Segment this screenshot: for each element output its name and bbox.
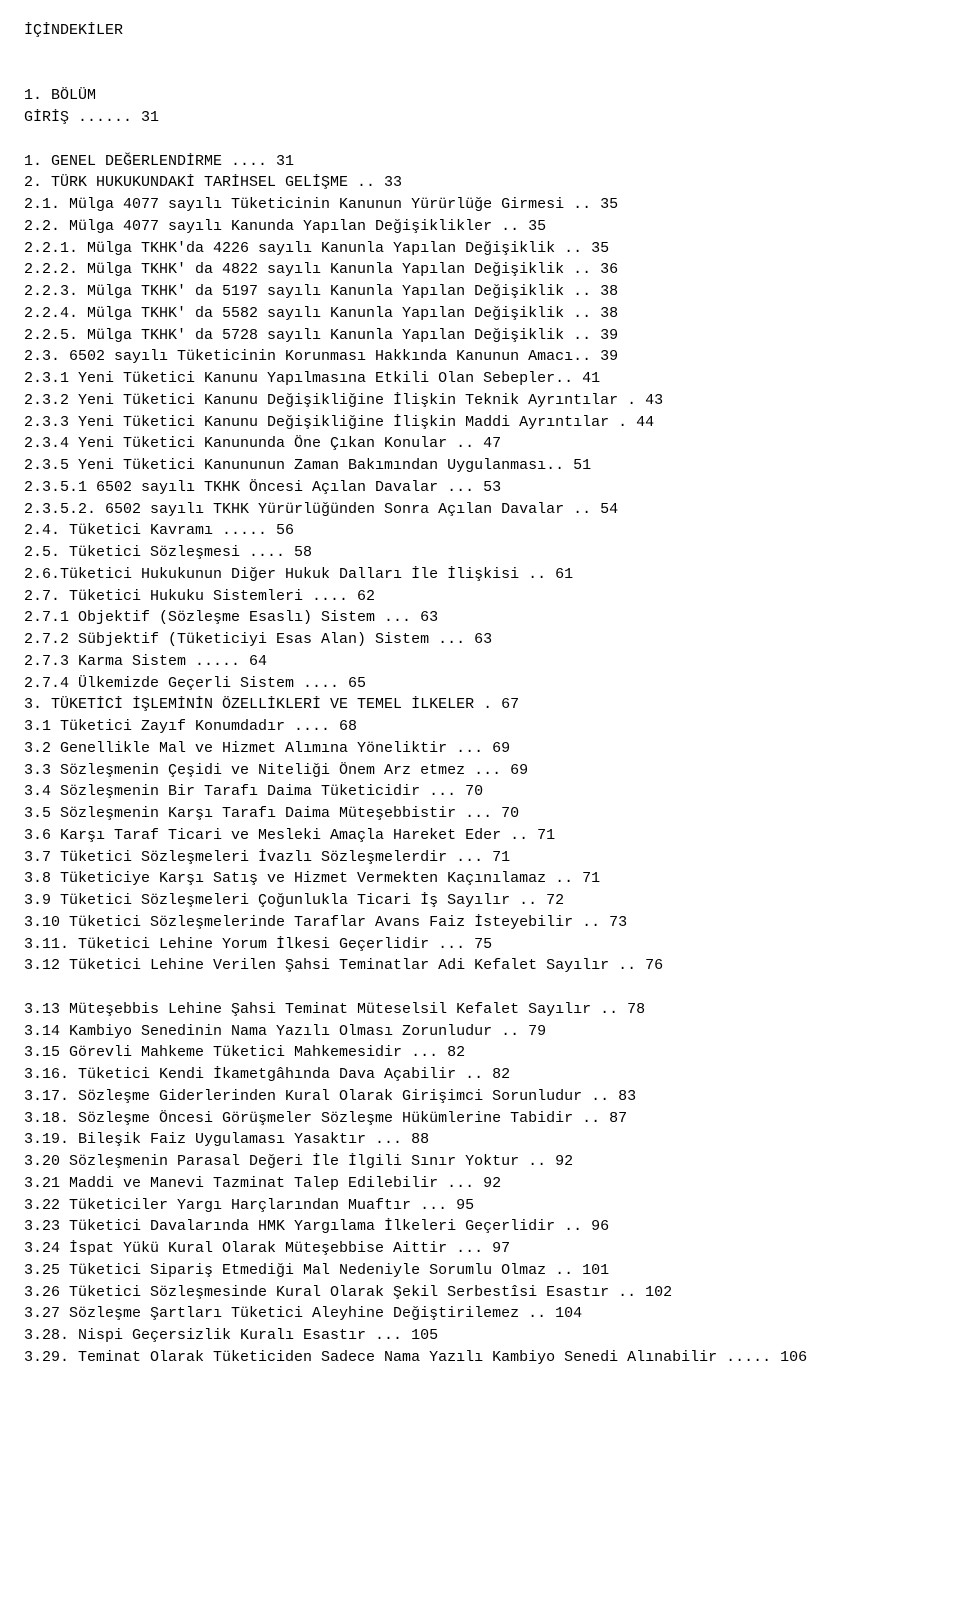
toc-line: 2.7.2 Sübjektif (Tüketiciyi Esas Alan) S… bbox=[24, 629, 936, 651]
toc-line: 2.3.4 Yeni Tüketici Kanununda Öne Çıkan … bbox=[24, 433, 936, 455]
toc-line: 3.1 Tüketici Zayıf Konumdadır .... 68 bbox=[24, 716, 936, 738]
toc-line: 3.19. Bileşik Faiz Uygulaması Yasaktır .… bbox=[24, 1129, 936, 1151]
toc-line: 3.3 Sözleşmenin Çeşidi ve Niteliği Önem … bbox=[24, 760, 936, 782]
blank-line bbox=[24, 977, 936, 999]
toc-line: 2.3. 6502 sayılı Tüketicinin Korunması H… bbox=[24, 346, 936, 368]
toc-line: 3.11. Tüketici Lehine Yorum İlkesi Geçer… bbox=[24, 934, 936, 956]
toc-line: 3.5 Sözleşmenin Karşı Tarafı Daima Müteş… bbox=[24, 803, 936, 825]
toc-line: 3. TÜKETİCİ İŞLEMİNİN ÖZELLİKLERİ VE TEM… bbox=[24, 694, 936, 716]
toc-line: 2.2.4. Mülga TKHK' da 5582 sayılı Kanunl… bbox=[24, 303, 936, 325]
toc-line: 2.7.4 Ülkemizde Geçerli Sistem .... 65 bbox=[24, 673, 936, 695]
toc-line: 2.3.1 Yeni Tüketici Kanunu Yapılmasına E… bbox=[24, 368, 936, 390]
document-body: İÇİNDEKİLER 1. BÖLÜMGİRİŞ ...... 31 1. GEN… bbox=[24, 20, 936, 1369]
toc-line: 3.23 Tüketici Davalarında HMK Yargılama … bbox=[24, 1216, 936, 1238]
toc-line: 2.2. Mülga 4077 sayılı Kanunda Yapılan D… bbox=[24, 216, 936, 238]
toc-line: 2.6.Tüketici Hukukunun Diğer Hukuk Dalla… bbox=[24, 564, 936, 586]
blank-line bbox=[24, 64, 936, 86]
toc-line: 3.27 Sözleşme Şartları Tüketici Aleyhine… bbox=[24, 1303, 936, 1325]
toc-line: 3.12 Tüketici Lehine Verilen Şahsi Temin… bbox=[24, 955, 936, 977]
blank-line bbox=[24, 129, 936, 151]
toc-line: 3.24 İspat Yükü Kural Olarak Müteşebbise… bbox=[24, 1238, 936, 1260]
toc-line: 3.15 Görevli Mahkeme Tüketici Mahkemesid… bbox=[24, 1042, 936, 1064]
toc-line: 2. TÜRK HUKUKUNDAKİ TARİHSEL GELİŞME .. … bbox=[24, 172, 936, 194]
toc-line: 3.28. Nispi Geçersizlik Kuralı Esastır .… bbox=[24, 1325, 936, 1347]
toc-line: 2.3.5.1 6502 sayılı TKHK Öncesi Açılan D… bbox=[24, 477, 936, 499]
toc-line: 3.7 Tüketici Sözleşmeleri İvazlı Sözleşm… bbox=[24, 847, 936, 869]
toc-line: 3.17. Sözleşme Giderlerinden Kural Olara… bbox=[24, 1086, 936, 1108]
toc-line: 2.4. Tüketici Kavramı ..... 56 bbox=[24, 520, 936, 542]
toc-line: 2.3.2 Yeni Tüketici Kanunu Değişikliğine… bbox=[24, 390, 936, 412]
toc-line: 2.7.3 Karma Sistem ..... 64 bbox=[24, 651, 936, 673]
toc-line: 1. BÖLÜM bbox=[24, 85, 936, 107]
toc-line: 2.3.3 Yeni Tüketici Kanunu Değişikliğine… bbox=[24, 412, 936, 434]
toc-line: 3.14 Kambiyo Senedinin Nama Yazılı Olmas… bbox=[24, 1021, 936, 1043]
toc-line: 3.6 Karşı Taraf Ticari ve Mesleki Amaçla… bbox=[24, 825, 936, 847]
toc-line: 3.16. Tüketici Kendi İkametgâhında Dava … bbox=[24, 1064, 936, 1086]
blank-line bbox=[24, 42, 936, 64]
toc-line: 2.3.5.2. 6502 sayılı TKHK Yürürlüğünden … bbox=[24, 499, 936, 521]
toc-line: 2.2.3. Mülga TKHK' da 5197 sayılı Kanunl… bbox=[24, 281, 936, 303]
toc-line: 3.29. Teminat Olarak Tüketiciden Sadece … bbox=[24, 1347, 936, 1369]
toc-line: 3.4 Sözleşmenin Bir Tarafı Daima Tüketic… bbox=[24, 781, 936, 803]
toc-line: 2.7.1 Objektif (Sözleşme Esaslı) Sistem … bbox=[24, 607, 936, 629]
toc-line: 3.18. Sözleşme Öncesi Görüşmeler Sözleşm… bbox=[24, 1108, 936, 1130]
toc-line: 1. GENEL DEĞERLENDİRME .... 31 bbox=[24, 151, 936, 173]
toc-line: 2.2.5. Mülga TKHK' da 5728 sayılı Kanunl… bbox=[24, 325, 936, 347]
toc-line: 3.25 Tüketici Sipariş Etmediği Mal Neden… bbox=[24, 1260, 936, 1282]
toc-line: 3.13 Müteşebbis Lehine Şahsi Teminat Müt… bbox=[24, 999, 936, 1021]
toc-line: 3.21 Maddi ve Manevi Tazminat Talep Edil… bbox=[24, 1173, 936, 1195]
toc-line: 2.2.1. Mülga TKHK'da 4226 sayılı Kanunla… bbox=[24, 238, 936, 260]
toc-line: İÇİNDEKİLER bbox=[24, 20, 936, 42]
toc-line: GİRİŞ ...... 31 bbox=[24, 107, 936, 129]
toc-line: 3.20 Sözleşmenin Parasal Değeri İle İlgi… bbox=[24, 1151, 936, 1173]
toc-line: 2.2.2. Mülga TKHK' da 4822 sayılı Kanunl… bbox=[24, 259, 936, 281]
toc-line: 3.22 Tüketiciler Yargı Harçlarından Muaf… bbox=[24, 1195, 936, 1217]
toc-line: 2.5. Tüketici Sözleşmesi .... 58 bbox=[24, 542, 936, 564]
toc-line: 2.1. Mülga 4077 sayılı Tüketicinin Kanun… bbox=[24, 194, 936, 216]
toc-line: 3.9 Tüketici Sözleşmeleri Çoğunlukla Tic… bbox=[24, 890, 936, 912]
toc-line: 3.10 Tüketici Sözleşmelerinde Taraflar A… bbox=[24, 912, 936, 934]
toc-line: 2.7. Tüketici Hukuku Sistemleri .... 62 bbox=[24, 586, 936, 608]
toc-line: 3.8 Tüketiciye Karşı Satış ve Hizmet Ver… bbox=[24, 868, 936, 890]
toc-line: 3.26 Tüketici Sözleşmesinde Kural Olarak… bbox=[24, 1282, 936, 1304]
toc-line: 2.3.5 Yeni Tüketici Kanununun Zaman Bakı… bbox=[24, 455, 936, 477]
toc-line: 3.2 Genellikle Mal ve Hizmet Alımına Yön… bbox=[24, 738, 936, 760]
